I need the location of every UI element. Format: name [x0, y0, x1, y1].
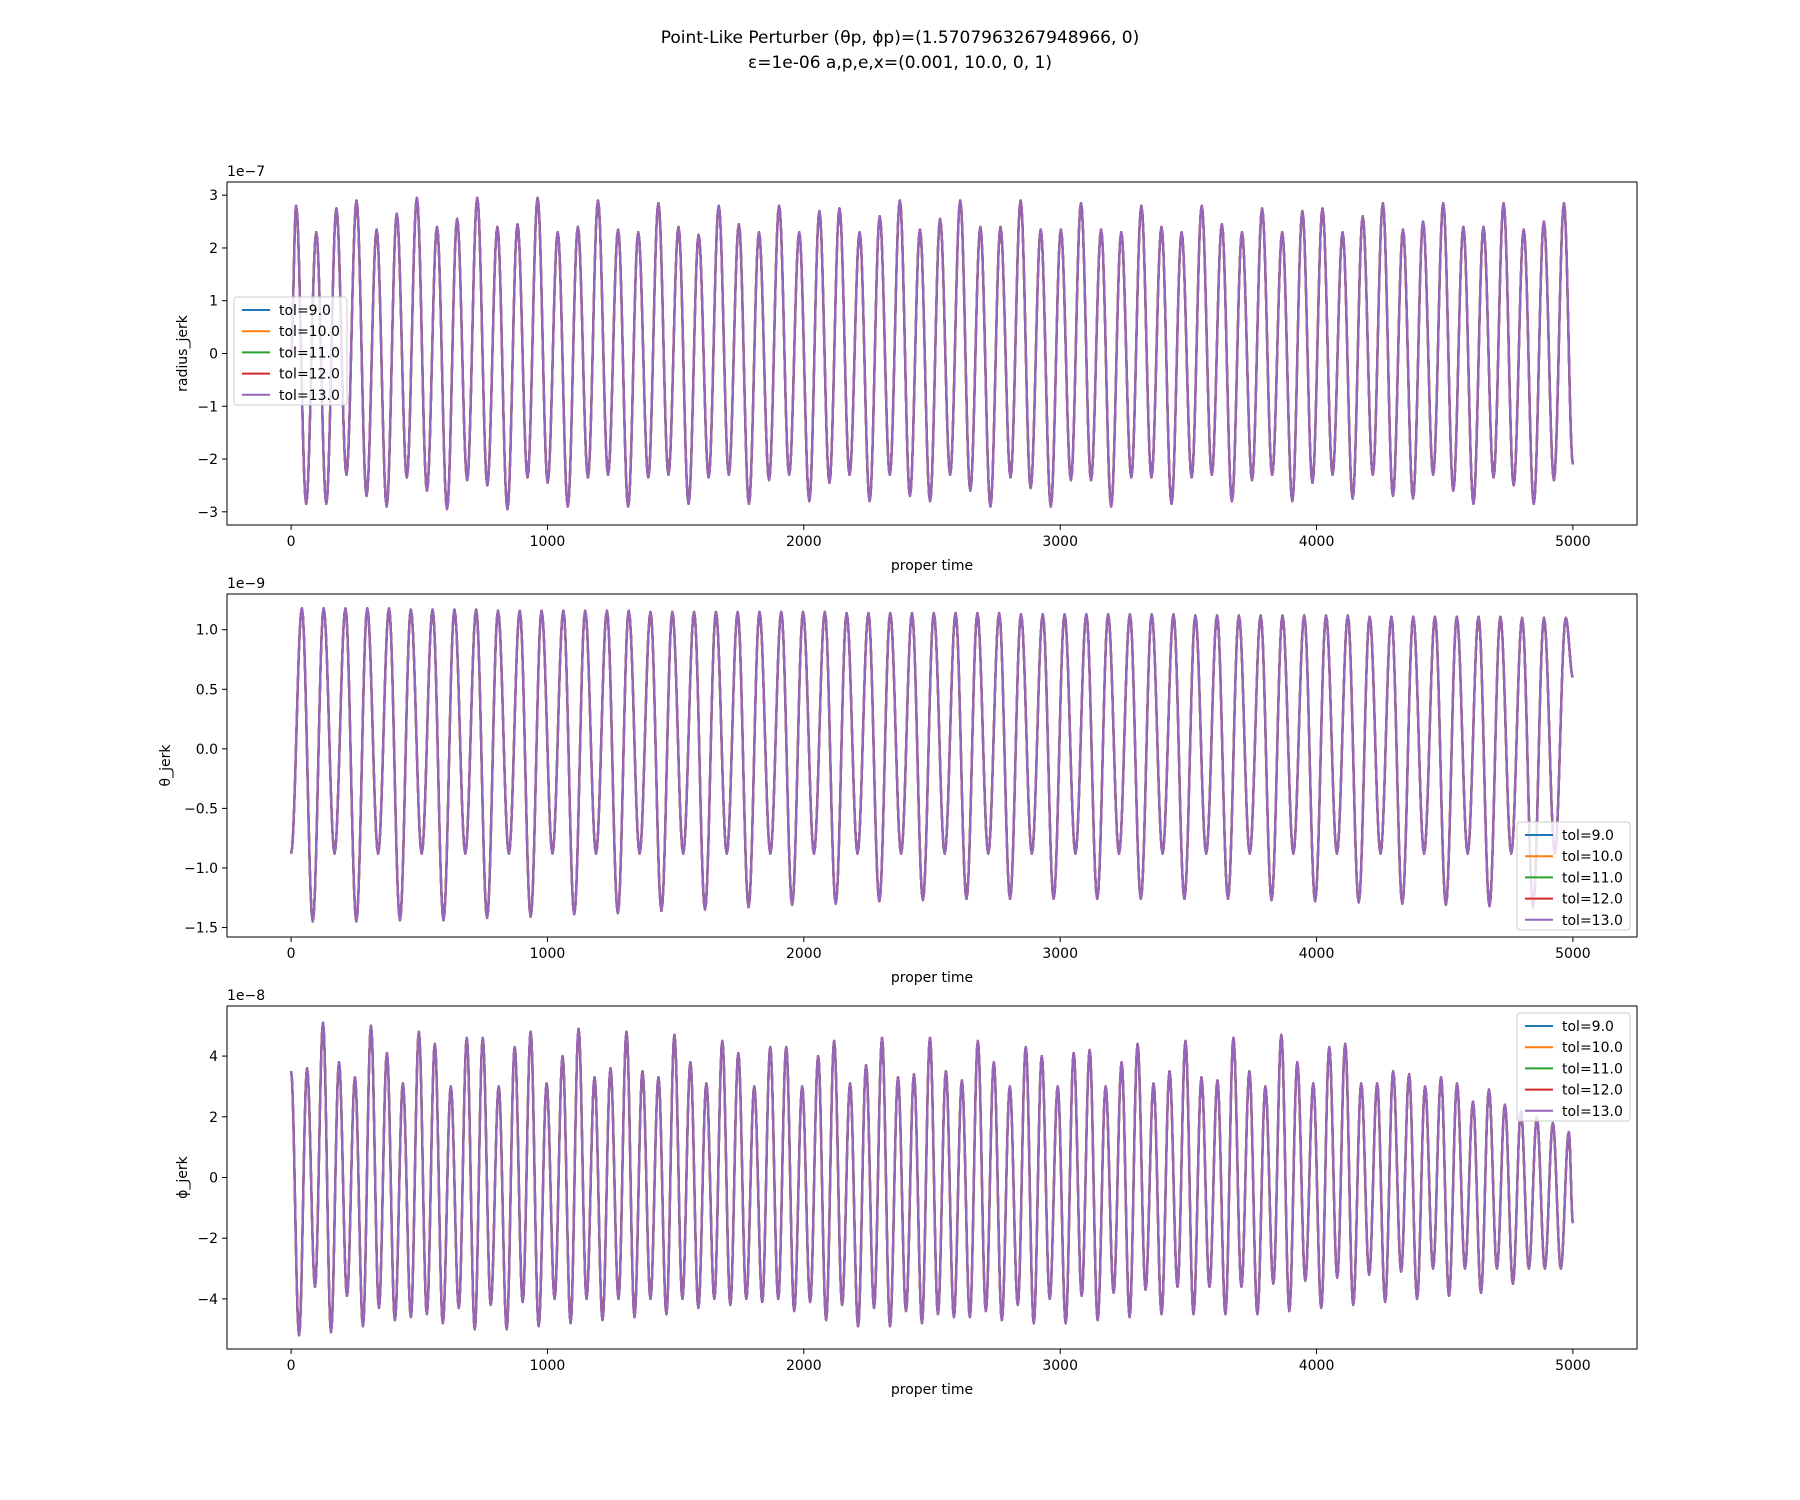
x-axis-label: proper time: [891, 970, 973, 986]
series-line-tol-13.0: [289, 1021, 1575, 1337]
legend-label: tol=10.0: [1562, 1040, 1623, 1056]
x-tick-label: 5000: [1555, 534, 1591, 550]
y-tick-label: 4: [209, 1049, 218, 1065]
legend: tol=9.0 tol=10.0 tol=11.0 tol=12.0 tol=13.0: [1516, 821, 1631, 931]
y-tick-label: −2: [197, 452, 218, 468]
y-tick-label: −1.5: [184, 920, 218, 936]
y-tick-label: −3: [197, 505, 218, 521]
x-tick-label: 4000: [1299, 946, 1335, 962]
y-tick-label: −1: [197, 399, 218, 415]
series-line-tol-13.0: [289, 196, 1575, 511]
y-axis-label: θ_jerk: [158, 744, 174, 787]
x-axis-label: proper time: [891, 1382, 973, 1398]
y-tick-label: 2: [209, 241, 218, 257]
legend: tol=9.0 tol=10.0 tol=11.0 tol=12.0 tol=13.0: [1516, 1012, 1631, 1122]
subplot-2: 0 1000 2000 3000 4000 5000 −1.5 −1.0 −0.5 0.0 0.5 1…: [158, 576, 1638, 986]
y-tick-label: 0: [209, 1171, 218, 1187]
legend-label: tol=10.0: [1562, 849, 1623, 865]
legend-label: tol=9.0: [1562, 1019, 1614, 1035]
legend-label: tol=13.0: [1562, 913, 1623, 929]
legend-label: tol=12.0: [279, 367, 340, 383]
x-tick-label: 1000: [530, 534, 566, 550]
x-axis-label: proper time: [891, 558, 973, 574]
series-lines: [289, 1021, 1575, 1337]
y-tick-label: 2: [209, 1110, 218, 1126]
x-tick-label: 2000: [786, 534, 822, 550]
x-tick-label: 2000: [786, 946, 822, 962]
x-tick-label: 1000: [530, 946, 566, 962]
legend-box: [1516, 1012, 1631, 1122]
x-tick-label: 3000: [1042, 946, 1078, 962]
y-tick-label: −0.5: [184, 801, 218, 817]
y-tick-label: 3: [209, 188, 218, 204]
x-tick-label: 0: [287, 534, 296, 550]
subplot-3: 0 1000 2000 3000 4000 5000 −4 −2 0 2 4 1e−8 proper t…: [175, 988, 1638, 1398]
x-tick-label: 0: [287, 1358, 296, 1374]
series-line-tol-13.0: [289, 607, 1574, 923]
series-lines: [289, 196, 1575, 511]
series-lines: [289, 607, 1574, 923]
legend-label: tol=10.0: [279, 324, 340, 340]
y-tick-label: −4: [197, 1292, 218, 1308]
y-axis-label: radius_jerk: [175, 314, 191, 392]
y-tick-label: 1.0: [196, 623, 218, 639]
x-tick-label: 4000: [1299, 534, 1335, 550]
x-tick-label: 5000: [1555, 1358, 1591, 1374]
legend-label: tol=11.0: [279, 345, 340, 361]
x-tick-label: 0: [287, 946, 296, 962]
x-tick-label: 5000: [1555, 946, 1591, 962]
y-tick-label: 0.0: [196, 742, 218, 758]
y-tick-label: 0.5: [196, 682, 218, 698]
figure-title-line2: ε=1e-06 a,p,e,x=(0.001, 10.0, 0, 1): [748, 53, 1052, 73]
axes-frame: [226, 593, 1638, 938]
x-tick-label: 2000: [786, 1358, 822, 1374]
y-tick-label: −2: [197, 1231, 218, 1247]
legend-label: tol=9.0: [1562, 828, 1614, 844]
legend-label: tol=11.0: [1562, 1061, 1623, 1077]
y-tick-label: 0: [209, 347, 218, 363]
figure-title-line1: Point-Like Perturber (θp, ϕp)=(1.5707963…: [660, 28, 1140, 48]
x-tick-label: 3000: [1042, 534, 1078, 550]
y-offset-text: 1e−8: [227, 988, 265, 1004]
legend: tol=9.0 tol=10.0 tol=11.0 tol=12.0 tol=13.0: [233, 296, 348, 406]
y-tick-label: 1: [209, 294, 218, 310]
legend-label: tol=9.0: [279, 303, 331, 319]
legend-label: tol=11.0: [1562, 870, 1623, 886]
x-tick-label: 1000: [530, 1358, 566, 1374]
y-tick-label: −1.0: [184, 861, 218, 877]
legend-label: tol=13.0: [1562, 1104, 1623, 1120]
y-offset-text: 1e−7: [227, 164, 265, 180]
x-tick-label: 4000: [1299, 1358, 1335, 1374]
legend-label: tol=12.0: [1562, 1083, 1623, 1099]
subplot-1: 0 1000 2000 3000 4000 5000 −3 −2 −1 0 1 2 3 1e−7 prope…: [175, 164, 1638, 574]
y-axis-label: ϕ_jerk: [175, 1155, 191, 1198]
legend-label: tol=13.0: [279, 388, 340, 404]
y-offset-text: 1e−9: [227, 576, 265, 592]
legend-box: [1516, 821, 1631, 931]
x-tick-label: 3000: [1042, 1358, 1078, 1374]
legend-box: [233, 296, 348, 406]
legend-label: tol=12.0: [1562, 892, 1623, 908]
